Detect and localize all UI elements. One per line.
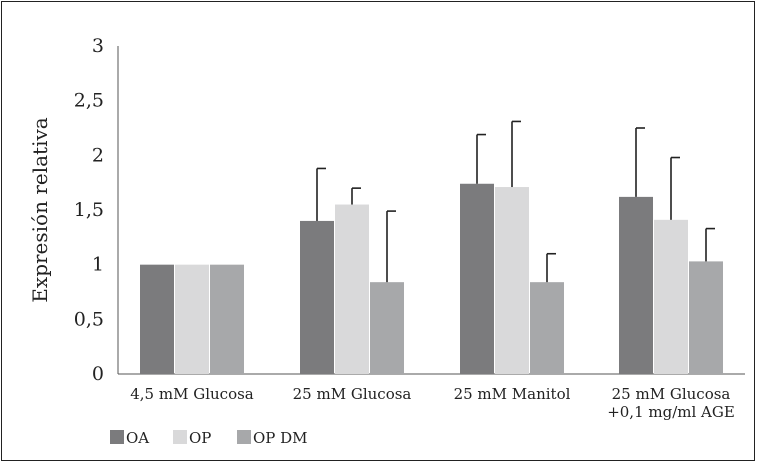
y-tick-label-1: 0,5 [74,308,104,330]
y-tick-label-4: 2 [92,144,104,166]
x-category-label-3-0: 25 mM Glucosa [612,385,731,403]
y-tick-label-6: 3 [92,35,104,57]
bar-op-dm-0 [210,264,244,374]
legend-label-op: OP [189,429,211,447]
y-tick-label-5: 2,5 [74,90,104,112]
bar-oa-1 [300,220,334,374]
bar-oa-3 [619,196,653,374]
y-tick-label-3: 1,5 [74,199,104,221]
y-axis-label: Expresión relativa [28,117,52,302]
bar-oa-2 [460,183,494,374]
bar-op-1 [335,204,369,374]
legend-swatch-oa [110,430,124,444]
legend-label-oa: OA [126,429,149,447]
bar-op-0 [175,264,209,374]
x-category-label-3-1: +0,1 mg/ml AGE [607,403,735,421]
bar-op-3 [654,219,688,374]
bar-op-dm-1 [370,282,404,374]
x-category-label-1-0: 25 mM Glucosa [293,385,412,403]
bar-op-dm-2 [530,282,564,374]
legend-swatch-op-dm [237,430,251,444]
bar-op-2 [495,187,529,374]
y-tick-label-0: 0 [92,363,104,385]
bar-op-dm-3 [689,261,723,374]
legend-swatch-op [173,430,187,444]
bar-oa-0 [140,264,174,374]
y-tick-label-2: 1 [92,254,104,276]
legend-label-op-dm: OP DM [253,429,308,447]
x-category-label-2-0: 25 mM Manitol [454,385,571,403]
x-category-label-0-0: 4,5 mM Glucosa [130,385,254,403]
